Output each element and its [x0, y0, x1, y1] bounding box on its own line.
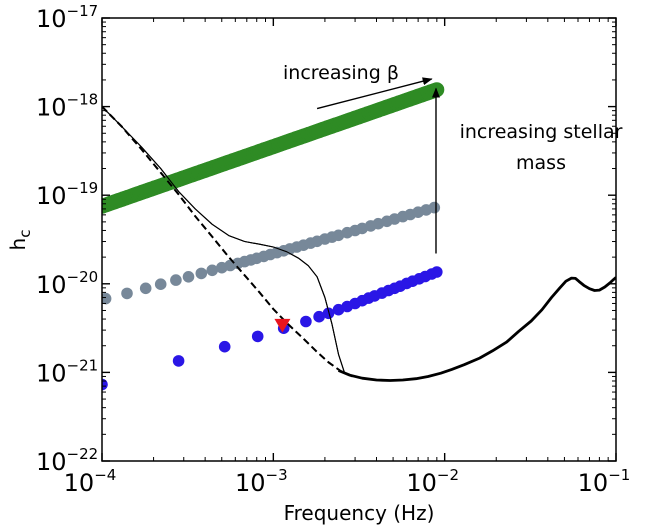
x-tick-label-1: 10−3: [235, 466, 288, 497]
increasing-beta-arrow: [316, 77, 433, 110]
increasing-beta-label: increasing β: [283, 62, 399, 84]
series-1-point-3: [154, 278, 167, 291]
x-tick-label-2: 10−2: [406, 466, 459, 497]
svg-text:hc: hc: [6, 230, 34, 251]
series-2-point-6: [313, 310, 325, 323]
increasing-stellar-mass-label-line-0: increasing stellar: [460, 121, 623, 143]
series-2-point-23: [431, 266, 443, 278]
series-1-point-0: [102, 292, 112, 305]
series-1-point-1: [121, 287, 133, 300]
series-1-point-5: [182, 271, 195, 283]
series-2-point-5: [300, 315, 312, 328]
series-1-point-2: [139, 282, 152, 295]
y-axis-label-main: h: [6, 238, 30, 251]
y-tick-label-3: 10−20: [36, 268, 98, 299]
increasing-stellar-mass-label-line-1: mass: [516, 152, 566, 174]
series-2-point-0: [102, 378, 108, 391]
y-axis-label-sub: c: [16, 230, 34, 238]
series-1-point-4: [170, 274, 182, 286]
plot-frame: [101, 17, 617, 462]
series-1-point-6: [195, 267, 208, 280]
y-tick-label-4: 10−21: [36, 356, 98, 387]
series-2-point-3: [251, 330, 264, 343]
series-2-point-2: [218, 340, 231, 353]
curve-overlay-3: [102, 106, 345, 373]
series-2-point-8: [332, 303, 345, 316]
tick-layer: 10−4 10−3 10−2 10−1 10−17 10−18 10−19 10−20 10−2…: [36, 2, 630, 497]
series-0-point-159: [429, 82, 445, 98]
y-tick-label-1: 10−18: [36, 91, 98, 122]
x-axis-label: Frequency (Hz): [284, 501, 435, 525]
triangle-marker-0: [274, 318, 291, 333]
series-2-point-1: [172, 355, 185, 367]
curve-overlay-4: [102, 105, 353, 378]
series-1-point-25: [332, 229, 345, 242]
y-tick-label-2: 10−19: [36, 179, 98, 210]
x-tick-label-3: 10−1: [578, 466, 631, 497]
series-1-point-7: [206, 264, 218, 277]
y-tick-label-0: 10−17: [36, 2, 98, 33]
series-2-point-7: [322, 307, 335, 320]
annotation-layer: increasing β increasing stellar mass: [283, 62, 623, 254]
series-layer: [102, 82, 616, 391]
series-2: [102, 266, 443, 391]
curve-5: [337, 276, 616, 382]
y-tick-label-5: 10−22: [36, 445, 98, 476]
y-axis-label: hc: [6, 230, 34, 251]
series-1-point-37: [428, 201, 441, 214]
series-1: [102, 201, 441, 305]
series-0: [102, 82, 445, 214]
x-tick-label-0: 10−4: [64, 466, 117, 497]
